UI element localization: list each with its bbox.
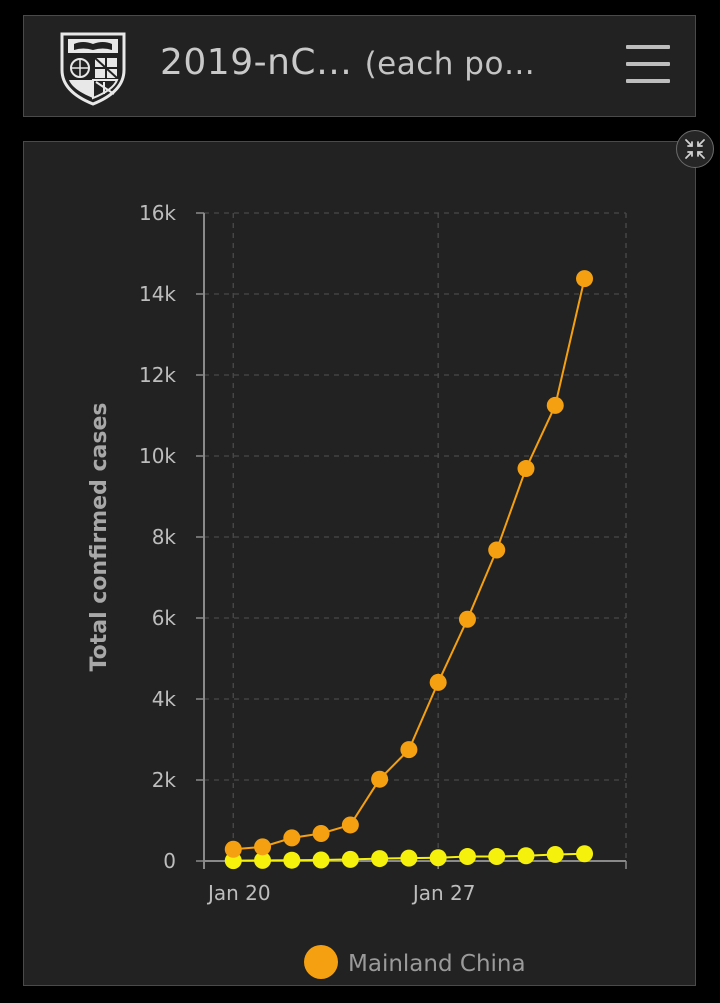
data-point: [312, 824, 330, 842]
university-shield-icon: [60, 32, 126, 106]
data-point: [283, 829, 301, 847]
data-point: [371, 770, 389, 788]
y-tick-label: 16k: [139, 201, 176, 225]
y-tick-label: 6k: [152, 606, 177, 630]
hamburger-menu-icon[interactable]: [626, 45, 670, 85]
data-point: [458, 610, 476, 628]
data-point: [576, 270, 594, 288]
data-point: [341, 816, 359, 834]
legend-marker: [304, 945, 338, 979]
title-subtitle: (each po…: [364, 46, 536, 82]
y-tick-label: 4k: [152, 687, 177, 711]
data-point: [488, 848, 506, 866]
data-point: [546, 396, 564, 414]
data-point: [429, 849, 447, 867]
data-point: [429, 673, 447, 691]
series-line: [233, 278, 586, 851]
y-tick-label: 12k: [139, 363, 176, 387]
y-tick-label: 2k: [152, 768, 177, 792]
y-tick-label: 14k: [139, 282, 176, 306]
y-tick-label: 10k: [139, 444, 176, 468]
data-point: [254, 851, 272, 869]
data-point: [517, 847, 535, 865]
data-point: [458, 848, 476, 866]
y-axis-title: Total confirmed cases: [87, 403, 112, 672]
data-point: [400, 741, 418, 759]
legend-label: Mainland China: [348, 951, 526, 977]
title-text: 2019-nC…: [160, 42, 353, 83]
y-tick-label: 8k: [152, 525, 177, 549]
data-point: [283, 851, 301, 869]
data-point: [341, 850, 359, 868]
chart-panel: 0 2k 4k 6k 8k 10k 12k 14k 16k Jan 20 Jan 27 Total c…: [23, 141, 696, 986]
data-point: [576, 845, 594, 863]
x-tick-label: Jan 20: [206, 881, 271, 905]
data-point: [517, 460, 535, 478]
data-point: [224, 840, 242, 858]
data-point: [371, 850, 389, 868]
page-title: 2019-nC… (each po…: [160, 42, 535, 83]
data-point: [254, 838, 272, 856]
collapse-arrows-icon: [685, 139, 705, 159]
data-point: [488, 541, 506, 559]
y-tick-label: 0: [163, 849, 176, 873]
data-point: [312, 851, 330, 869]
data-point: [546, 846, 564, 864]
app-header: 2019-nC… (each po…: [23, 15, 696, 117]
collapse-chart-button[interactable]: [676, 130, 714, 168]
data-point: [400, 849, 418, 867]
x-tick-label: Jan 27: [411, 881, 476, 905]
line-chart: 0 2k 4k 6k 8k 10k 12k 14k 16k Jan 20 Jan 27 Total c…: [87, 201, 627, 979]
